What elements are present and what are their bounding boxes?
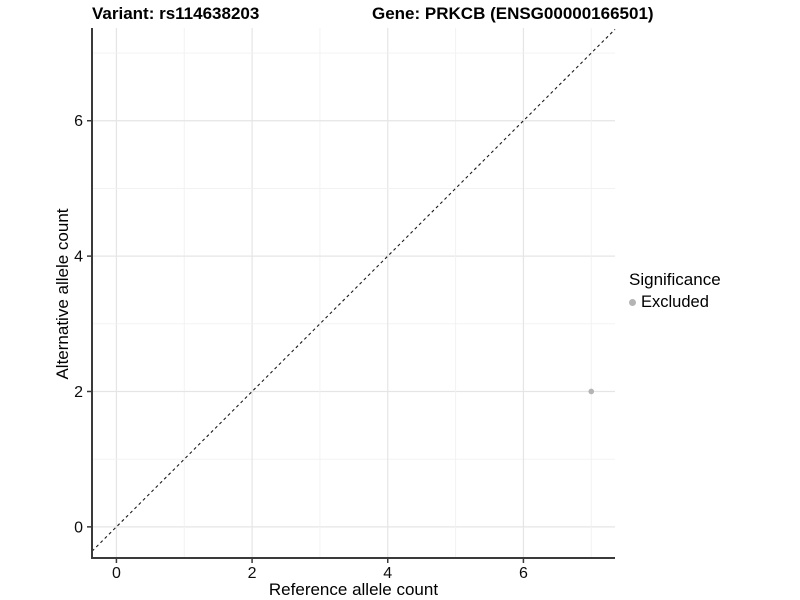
plot-title-variant: Variant: rs114638203 xyxy=(92,4,260,23)
legend-item-label: Excluded xyxy=(641,293,709,311)
identity-reference-line xyxy=(91,28,616,552)
legend: Significance Excluded xyxy=(629,270,721,312)
plot-title-gene: Gene: PRKCB (ENSG00000166501) xyxy=(372,4,654,23)
x-tick-label: 4 xyxy=(383,565,392,582)
y-axis-title: Alternative allele count xyxy=(53,208,72,380)
legend-item-excluded: Excluded xyxy=(629,293,721,312)
x-axis-title: Reference allele count xyxy=(268,580,439,599)
x-tick-label: 6 xyxy=(519,565,528,582)
x-tick-label: 2 xyxy=(248,565,257,582)
legend-title: Significance xyxy=(629,270,721,289)
y-tick-label: 0 xyxy=(74,519,83,536)
x-tick-label: 0 xyxy=(112,565,121,582)
y-tick-label: 4 xyxy=(74,249,83,266)
y-tick-label: 6 xyxy=(74,113,83,130)
data-point xyxy=(588,388,595,395)
legend-point-icon xyxy=(629,299,636,306)
y-tick-label: 2 xyxy=(74,384,83,401)
